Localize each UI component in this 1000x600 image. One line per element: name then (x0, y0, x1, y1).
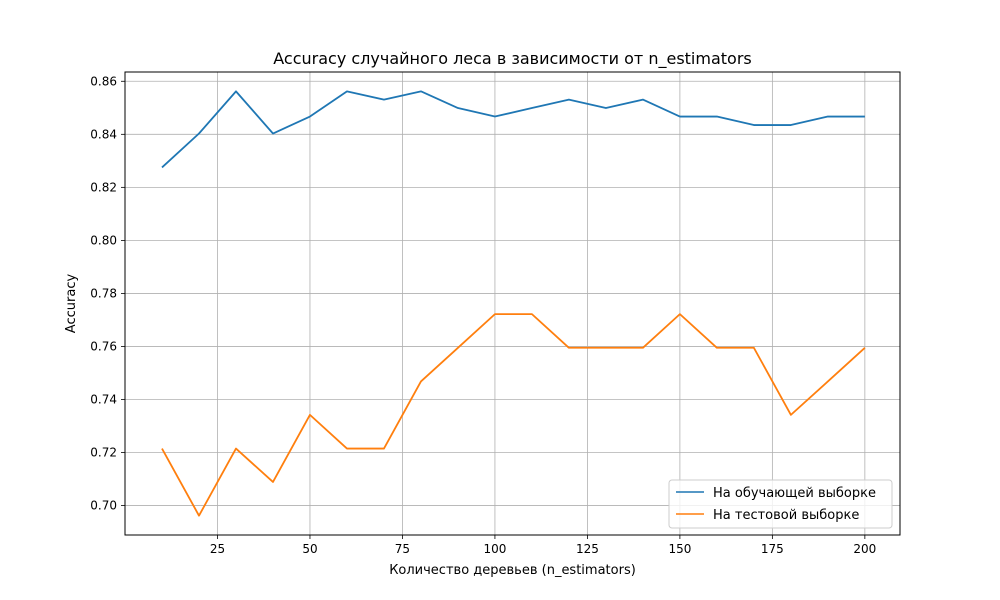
plot-frame (124, 71, 901, 536)
x-tick-label: 175 (761, 542, 784, 556)
x-tick-label: 25 (210, 542, 225, 556)
legend-label-test: На тестовой выборке (713, 508, 859, 523)
y-tick-label: 0.70 (90, 499, 117, 513)
series-line-test (161, 313, 866, 517)
y-tick-label: 0.72 (90, 446, 117, 460)
series-line-train (161, 90, 865, 169)
grid (125, 72, 900, 535)
x-tick-label: 200 (853, 542, 876, 556)
y-tick-label: 0.84 (90, 127, 117, 141)
y-tick-label: 0.78 (90, 286, 117, 300)
x-tick-label: 150 (668, 542, 691, 556)
y-tick-label: 0.80 (90, 233, 117, 247)
x-tick-label: 75 (395, 542, 410, 556)
y-axis-title: Accuracy (64, 274, 79, 334)
legend-box (668, 479, 893, 529)
y-axis-ticks: 0.70 0.72 0.74 0.76 0.78 0.80 0.82 0.84 0.86 (90, 74, 125, 513)
chart-title: Accuracy случайного леса в зависимости о… (273, 49, 751, 69)
x-tick-label: 100 (483, 542, 506, 556)
x-tick-label: 50 (302, 542, 317, 556)
x-axis-title: Количество деревьев (n_estimators) (389, 563, 636, 578)
legend-label-train: На обучающей выборке (713, 486, 876, 501)
legend: На обучающей выборке На тестовой выборке (668, 479, 893, 529)
x-axis-ticks: 25 50 75 100 125 150 175 200 (210, 535, 876, 556)
y-tick-label: 0.86 (90, 74, 117, 88)
x-tick-label: 125 (576, 542, 599, 556)
series-lines (161, 90, 866, 517)
y-tick-label: 0.76 (90, 339, 117, 353)
y-tick-label: 0.74 (90, 392, 117, 406)
y-tick-label: 0.82 (90, 180, 117, 194)
